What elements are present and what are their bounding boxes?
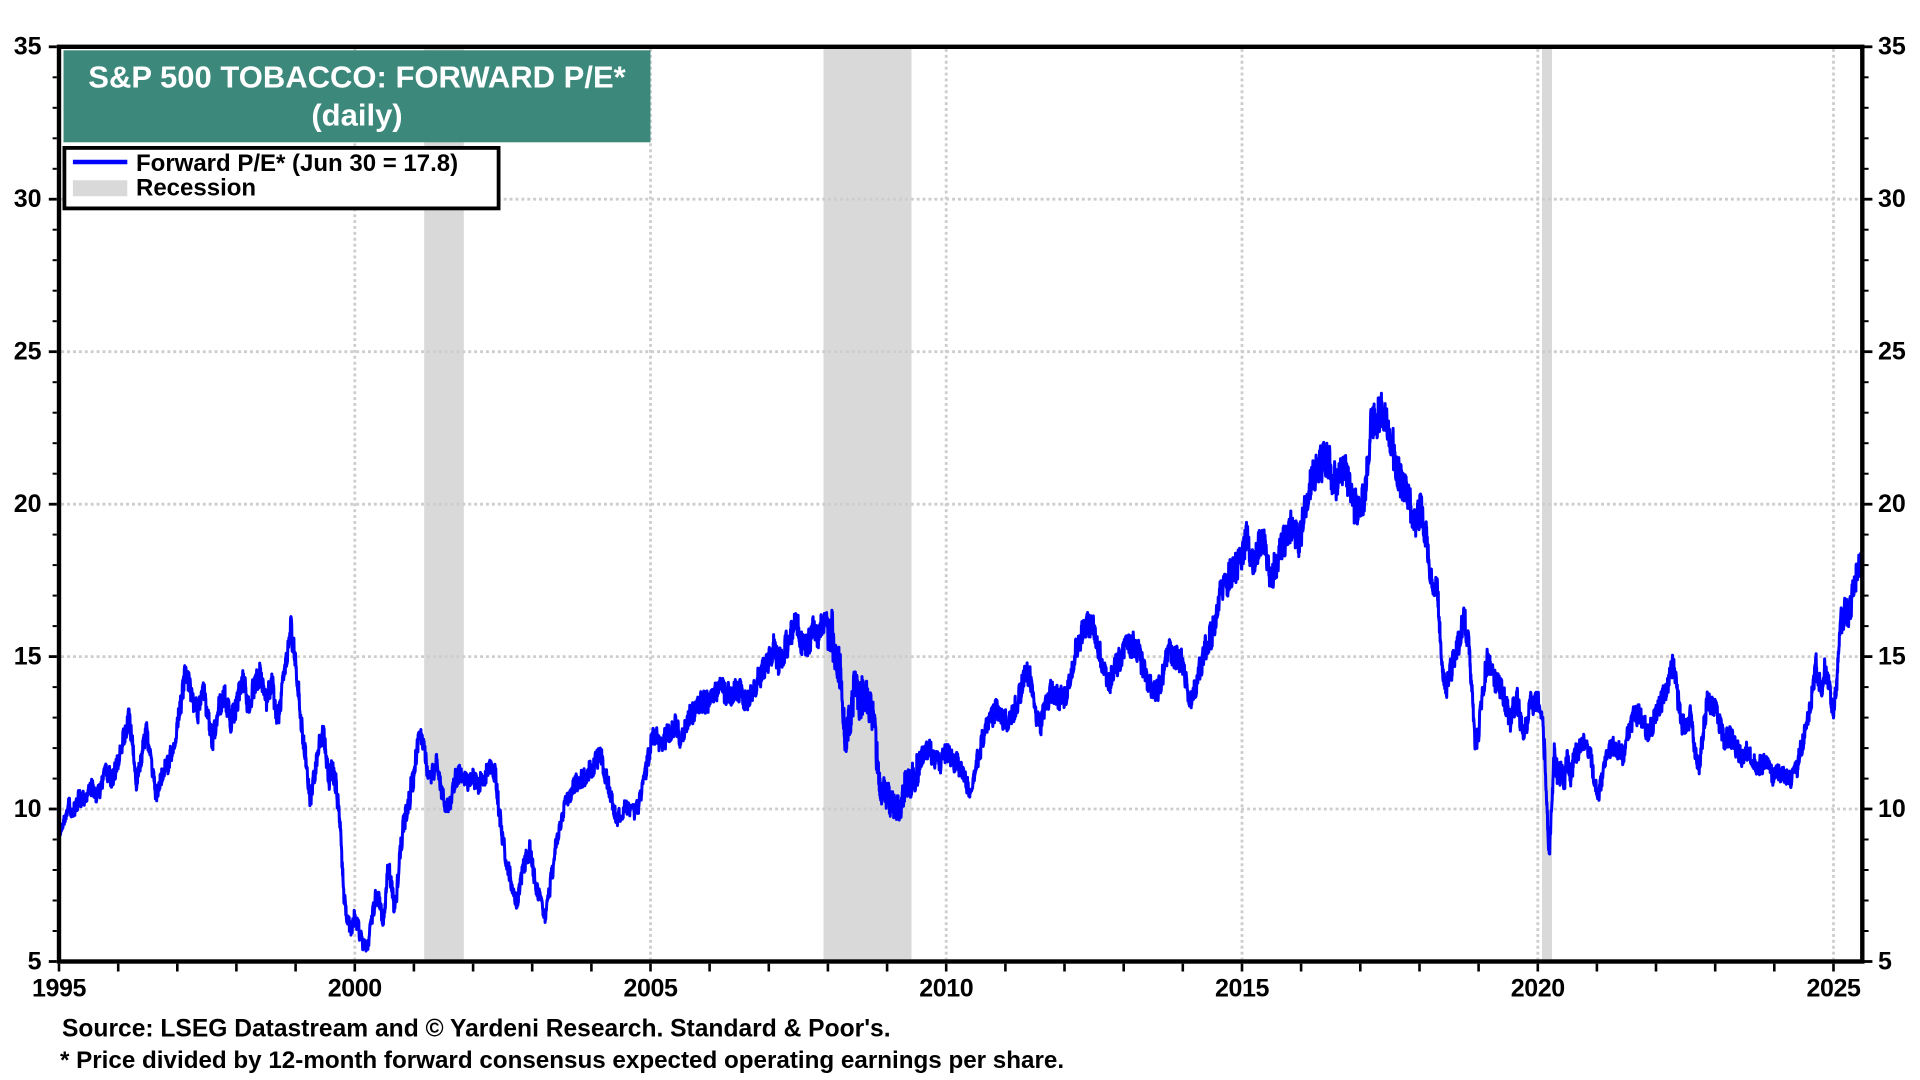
svg-text:2005: 2005 bbox=[623, 975, 678, 1003]
svg-text:15: 15 bbox=[1878, 642, 1906, 670]
svg-text:35: 35 bbox=[1878, 33, 1906, 61]
svg-text:20: 20 bbox=[1878, 490, 1906, 518]
svg-text:20: 20 bbox=[14, 490, 42, 518]
svg-text:25: 25 bbox=[14, 338, 42, 366]
svg-text:2010: 2010 bbox=[919, 975, 973, 1003]
svg-text:35: 35 bbox=[14, 33, 42, 61]
svg-text:Recession: Recession bbox=[136, 174, 256, 201]
svg-text:10: 10 bbox=[14, 795, 42, 823]
svg-text:1995: 1995 bbox=[32, 975, 87, 1003]
svg-text:15: 15 bbox=[14, 642, 42, 670]
svg-text:5: 5 bbox=[28, 947, 42, 975]
svg-text:30: 30 bbox=[1878, 185, 1906, 213]
svg-text:Source: LSEG Datastream and ©: Source: LSEG Datastream and © Yardeni Re… bbox=[62, 1016, 891, 1043]
svg-text:2025: 2025 bbox=[1806, 975, 1861, 1003]
svg-text:10: 10 bbox=[1878, 795, 1906, 823]
svg-text:S&P 500 TOBACCO: FORWARD P/E*: S&P 500 TOBACCO: FORWARD P/E* bbox=[88, 60, 626, 95]
svg-text:* Price divided by 12-month fo: * Price divided by 12-month forward cons… bbox=[60, 1047, 1064, 1074]
svg-text:2020: 2020 bbox=[1511, 975, 1565, 1003]
svg-text:Forward P/E* (Jun 30 = 17.8): Forward P/E* (Jun 30 = 17.8) bbox=[136, 150, 458, 177]
svg-text:30: 30 bbox=[14, 185, 42, 213]
svg-text:2000: 2000 bbox=[328, 975, 382, 1003]
svg-text:5: 5 bbox=[1878, 947, 1892, 975]
svg-text:(daily): (daily) bbox=[311, 98, 402, 133]
svg-text:2015: 2015 bbox=[1215, 975, 1270, 1003]
svg-text:25: 25 bbox=[1878, 338, 1906, 366]
